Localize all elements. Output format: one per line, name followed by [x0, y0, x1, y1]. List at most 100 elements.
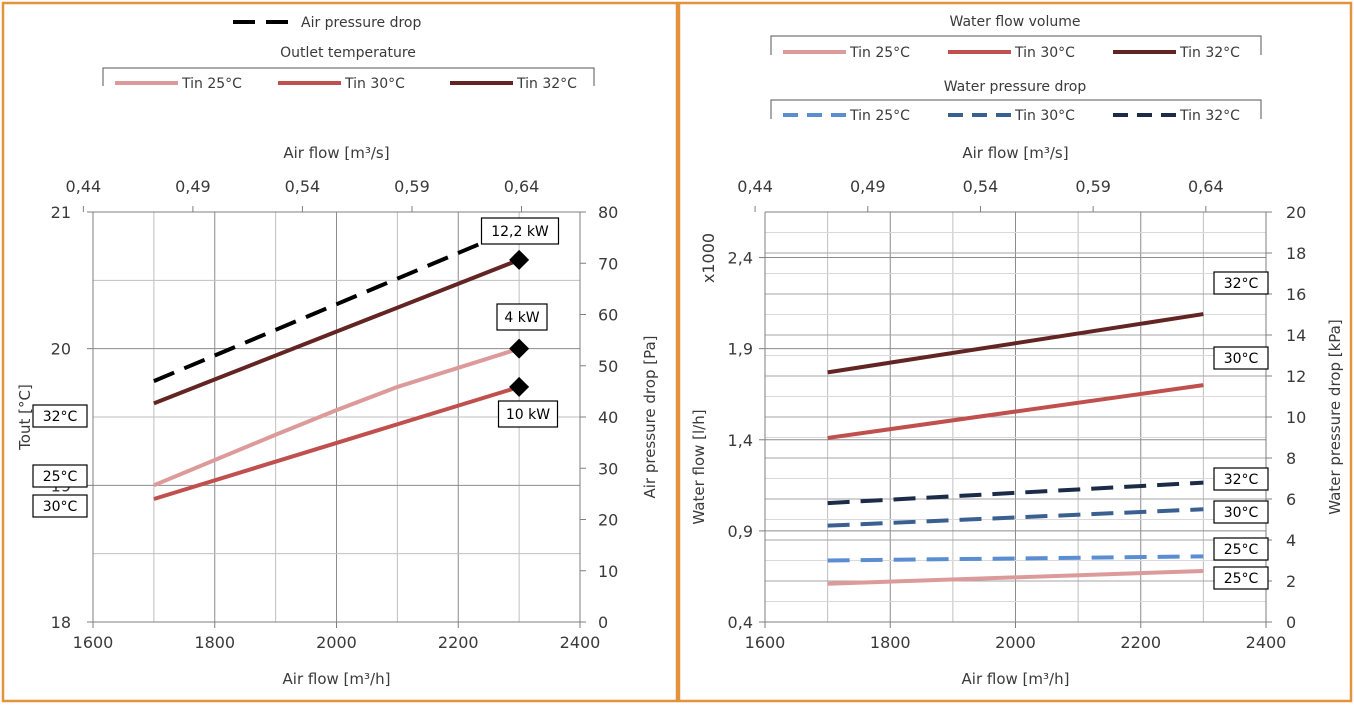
legend-drop-tin32-label: Tin 32°C — [1179, 108, 1240, 124]
y-axis-title: Water flow [l/h] — [690, 409, 708, 524]
y2-tick-label: 14 — [1286, 326, 1306, 345]
left-panel-border — [1, 1, 679, 703]
y2-tick-label: 20 — [598, 511, 618, 530]
legend-water-flow-title: Water flow volume — [950, 14, 1081, 30]
x2-tick-label: 0,44 — [737, 177, 773, 196]
legend-drop-tin30-label: Tin 30°C — [1014, 108, 1075, 124]
end-label-text: 30°C — [1224, 351, 1259, 367]
y-tick-label: 18 — [51, 613, 71, 632]
y2-axis-title: Water pressure drop [kPa] — [1326, 319, 1344, 514]
x-tick-label: 2200 — [1120, 633, 1161, 652]
end-label-text: 25°C — [1224, 542, 1259, 558]
series-line-flow-tin30 — [827, 383, 1204, 440]
x2-axis-title: Air flow [m³/s] — [283, 144, 389, 162]
series-line-tin32 — [153, 257, 520, 406]
y-tick-label: 1,4 — [728, 431, 753, 450]
y2-tick-label: 6 — [1286, 490, 1296, 509]
x-tick-label: 2000 — [316, 633, 357, 652]
end-label-text: 32°C — [1224, 472, 1259, 488]
y2-tick-label: 0 — [1286, 613, 1296, 632]
legend-outlet-bracket — [102, 67, 595, 86]
right-panel-border — [677, 1, 1353, 703]
y-axis-title: Tout [°C] — [16, 384, 34, 451]
y2-tick-label: 10 — [598, 562, 618, 581]
end-label-text: 30°C — [43, 499, 78, 515]
callout-frame — [497, 400, 559, 428]
y2-tick-label: 80 — [598, 203, 618, 222]
end-label-frame — [1213, 467, 1269, 491]
x2-tick-label: 0,64 — [504, 177, 540, 196]
y-tick-label: 20 — [51, 340, 71, 359]
x-tick-label: 2000 — [995, 633, 1036, 652]
series-end-label: 32°C — [32, 404, 88, 428]
series-end-label: 30°C — [32, 494, 88, 518]
series-end-label: 30°C — [1213, 346, 1269, 370]
y2-tick-label: 20 — [1286, 203, 1306, 222]
y2-tick-label: 8 — [1286, 449, 1296, 468]
series-end-label: 25°C — [1213, 566, 1269, 590]
legend-water-drop-bracket — [770, 99, 1262, 119]
legend-outlet-title: Outlet temperature — [280, 45, 416, 61]
left-chart: 1600 1800 2000 2200 2400 Air flow [m³/h] 0,44 0… — [16, 144, 659, 688]
y-axis-unit: x1000 — [699, 233, 718, 283]
series-line-pressure-tin32 — [827, 480, 1204, 506]
legend-water-drop-title: Water pressure drop — [944, 79, 1087, 95]
legend-tin32-label: Tin 32°C — [516, 76, 577, 92]
marker-diamond — [509, 249, 530, 270]
y2-tick-label: 40 — [598, 408, 618, 427]
y2-tick-label: 2 — [1286, 572, 1296, 591]
callout-label: 10 kW — [506, 407, 550, 423]
y2-tick-label: 30 — [598, 459, 618, 478]
series-line-tin25 — [153, 346, 520, 488]
end-label-text: 32°C — [1224, 276, 1259, 292]
end-label-text: 25°C — [1224, 571, 1259, 587]
y2-tick-label: 16 — [1286, 285, 1306, 304]
end-label-frame — [32, 464, 88, 488]
legend-flow-tin25-label: Tin 25°C — [849, 45, 910, 61]
y2-tick-label: 60 — [598, 306, 618, 325]
x-tick-label: 1600 — [73, 633, 114, 652]
y-tick-label: 21 — [51, 203, 71, 222]
series-end-label: 25°C — [32, 464, 88, 488]
y-tick-label: 0,9 — [728, 522, 753, 541]
y2-axis-title: Air pressure drop [Pa] — [641, 335, 659, 498]
end-label-frame — [1213, 271, 1269, 295]
marker-diamond — [509, 338, 530, 359]
legend-drop-tin25-label: Tin 25°C — [849, 108, 910, 124]
y-tick-label: 1,9 — [728, 340, 753, 359]
callout-box: 10 kW — [497, 400, 559, 428]
x2-tick-label: 0,49 — [850, 177, 886, 196]
series-line-flow-tin32 — [827, 312, 1204, 375]
y2-tick-label: 0 — [598, 613, 608, 632]
legend-tin25-label: Tin 25°C — [181, 76, 242, 92]
callout-box: 12,2 kW — [480, 217, 560, 245]
left-legend: Air pressure drop Outlet temperature Tin… — [102, 15, 595, 92]
x2-tick-label: 0,49 — [175, 177, 211, 196]
series-end-label: 32°C — [1213, 271, 1269, 295]
marker-diamond — [509, 376, 530, 397]
y2-tick-label: 18 — [1286, 244, 1306, 263]
y-tick-label: 2,4 — [728, 249, 753, 268]
end-label-frame — [1213, 346, 1269, 370]
callout-frame — [480, 217, 560, 245]
callout-label: 4 kW — [504, 310, 539, 326]
y2-tick-label: 50 — [598, 357, 618, 376]
series-line-pressure-tin25 — [827, 554, 1204, 563]
series-line-pressure-tin30 — [827, 507, 1204, 528]
series-end-label: 32°C — [1213, 467, 1269, 491]
end-label-frame — [1213, 537, 1269, 561]
x-tick-label: 1600 — [745, 633, 786, 652]
end-label-frame — [1213, 566, 1269, 590]
end-label-text: 30°C — [1224, 505, 1259, 521]
series-line-tin30 — [153, 385, 520, 501]
x2-tick-label: 0,54 — [285, 177, 321, 196]
x2-tick-label: 0,59 — [394, 177, 430, 196]
right-legend: Water flow volume Tin 25°C Tin 30°C Tin … — [770, 14, 1262, 124]
x-tick-label: 2400 — [1246, 633, 1287, 652]
x-axis-title: Air flow [m³/h] — [962, 670, 1070, 688]
y2-tick-label: 12 — [1286, 367, 1306, 386]
y2-tick-label: 4 — [1286, 531, 1296, 550]
end-label-frame — [1213, 500, 1269, 524]
